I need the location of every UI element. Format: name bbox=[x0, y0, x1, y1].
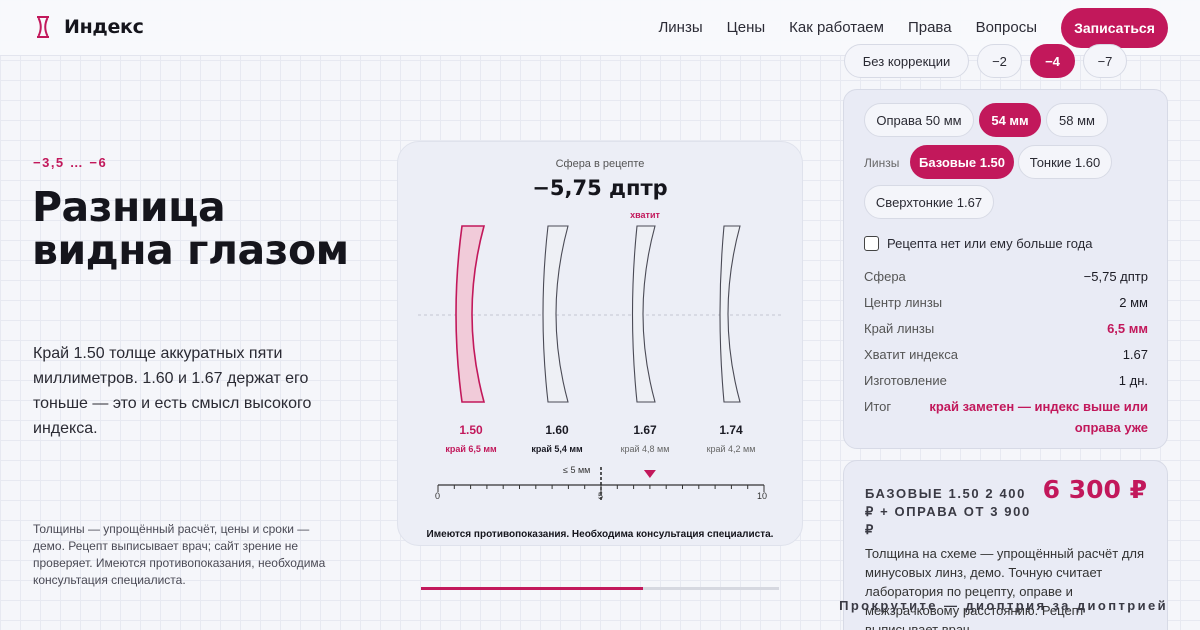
correction-minus2[interactable]: −2 bbox=[977, 44, 1022, 78]
lens-diagram bbox=[418, 225, 784, 502]
lens-index-160: 1.60 bbox=[545, 423, 569, 437]
correction-minus7[interactable]: −7 bbox=[1083, 44, 1127, 78]
lens-index-150: 1.50 bbox=[459, 423, 483, 437]
scale-min: 0 bbox=[435, 491, 441, 501]
lens-edge-160: край 5,4 мм bbox=[531, 444, 583, 454]
price-breakdown: Базовые 1.50 2 400 ₽ + оправа от 3 900 ₽ bbox=[865, 486, 1031, 537]
spec-value: 1 дн. bbox=[1118, 373, 1148, 388]
spec-row-index: Хватит индекса 1.67 bbox=[864, 347, 1148, 362]
enough-marker-label: хватит bbox=[630, 210, 660, 220]
price-note: Толщина на схеме — упрощённый расчёт для… bbox=[865, 546, 1145, 630]
scale-max: 10 bbox=[757, 491, 768, 501]
brand-logo[interactable]: Индекс bbox=[36, 16, 144, 38]
spec-value: −5,75 дптр bbox=[1083, 269, 1148, 284]
spec-row-production: Изготовление 1 дн. bbox=[864, 373, 1148, 388]
spec-row-sphere: Сфера −5,75 дптр bbox=[864, 269, 1148, 284]
hourglass-icon bbox=[37, 16, 49, 38]
lenses-label: Линзы bbox=[864, 156, 900, 170]
lens-type-ultrathin[interactable]: Сверхтонкие 1.67 bbox=[864, 185, 994, 219]
lens-edge-174: край 4,2 мм bbox=[706, 444, 756, 454]
frame-50[interactable]: Оправа 50 мм bbox=[864, 103, 974, 137]
lens-edge-150: край 6,5 мм bbox=[445, 444, 497, 454]
nav-link-rights[interactable]: Права bbox=[907, 19, 952, 36]
disclaimer: Толщины — упрощённый расчёт, цены и срок… bbox=[33, 522, 326, 587]
lens-type-basic[interactable]: Базовые 1.50 bbox=[910, 145, 1014, 179]
scroll-progress-fill bbox=[421, 587, 643, 590]
nav-link-lenses[interactable]: Линзы bbox=[658, 19, 703, 36]
lens-index-174: 1.74 bbox=[719, 423, 743, 437]
scale-mid: 5 bbox=[598, 491, 604, 501]
hero-description: Край 1.50 толще аккуратных пяти миллимет… bbox=[33, 345, 312, 437]
nav-link-how[interactable]: Как работаем bbox=[789, 19, 884, 36]
price-card: Базовые 1.50 2 400 ₽ + оправа от 3 900 ₽… bbox=[843, 460, 1168, 630]
total-value: край заметен — индекс выше или оправа уж… bbox=[929, 399, 1148, 435]
lens-shape-150 bbox=[455, 225, 486, 403]
nav-link-faq[interactable]: Вопросы bbox=[975, 19, 1037, 36]
edge-scale bbox=[437, 467, 765, 502]
spec-key: Хватит индекса bbox=[864, 347, 958, 362]
spec-key: Изготовление bbox=[864, 373, 947, 388]
nav-link-prices[interactable]: Цены bbox=[726, 19, 766, 36]
spec-key: Центр линзы bbox=[864, 295, 943, 310]
price-total: 6 300 ₽ bbox=[1042, 475, 1147, 504]
lens-shape-167 bbox=[631, 225, 656, 403]
threshold-label: ≤ 5 мм bbox=[563, 465, 591, 475]
top-nav: Индекс Линзы Цены Как работаем Права Воп… bbox=[0, 0, 1200, 56]
spec-value: 6,5 мм bbox=[1107, 321, 1148, 336]
lens-shape-174 bbox=[719, 225, 741, 403]
lens-shape-160 bbox=[542, 225, 569, 403]
frame-54[interactable]: 54 мм bbox=[979, 103, 1041, 137]
checkbox-label: Рецепта нет или ему больше года bbox=[887, 236, 1093, 251]
spec-row-center: Центр линзы 2 мм bbox=[864, 295, 1148, 310]
sphere-label: Сфера в рецепте bbox=[555, 158, 645, 170]
scroll-hint: Прокрутите — диоптрия за диоптрией bbox=[839, 598, 1168, 613]
lens-label-150: 1.50 край 6,5 мм bbox=[431, 423, 511, 454]
spec-value: 2 мм bbox=[1119, 295, 1148, 310]
checkbox-box[interactable] bbox=[864, 236, 879, 251]
signup-button[interactable]: Записаться bbox=[1061, 8, 1168, 48]
frame-58[interactable]: 58 мм bbox=[1046, 103, 1108, 137]
lens-label-174: 1.74 край 4,2 мм bbox=[691, 423, 771, 454]
scroll-progress bbox=[421, 587, 779, 590]
lens-comparison-card: Сфера в рецепте −5,75 дптр хватит 1.50 к… bbox=[397, 141, 803, 546]
lens-label-160: 1.60 край 5,4 мм bbox=[517, 423, 597, 454]
spec-value: 1.67 bbox=[1122, 347, 1148, 362]
spec-row-edge: Край линзы 6,5 мм bbox=[864, 321, 1148, 336]
nav-links: Линзы Цены Как работаем Права Вопросы bbox=[634, 19, 1037, 36]
correction-none[interactable]: Без коррекции bbox=[844, 44, 969, 78]
hero-title: Разница видна глазом bbox=[32, 183, 349, 274]
sphere-value: −5,75 дптр bbox=[532, 176, 668, 200]
lens-edge-167: край 4,8 мм bbox=[620, 444, 670, 454]
contraindication-warning: Имеются противопоказания. Необходима кон… bbox=[426, 529, 774, 540]
brand-name: Индекс bbox=[64, 16, 144, 38]
correction-minus4[interactable]: −4 bbox=[1030, 44, 1075, 78]
spec-key: Край линзы bbox=[864, 321, 935, 336]
lens-config-panel: Оправа 50 мм 54 мм 58 мм Линзы Базовые 1… bbox=[843, 89, 1168, 449]
diopter-range: −3,5 … −6 bbox=[33, 155, 108, 170]
lens-index-167: 1.67 bbox=[633, 423, 657, 437]
total-key: Итог bbox=[864, 399, 892, 414]
lens-type-thin[interactable]: Тонкие 1.60 bbox=[1018, 145, 1112, 179]
spec-key: Сфера bbox=[864, 269, 906, 284]
edge-marker bbox=[643, 470, 656, 478]
lens-label-167: 1.67 край 4,8 мм bbox=[605, 423, 685, 454]
no-prescription-checkbox[interactable]: Рецепта нет или ему больше года bbox=[864, 236, 1092, 251]
